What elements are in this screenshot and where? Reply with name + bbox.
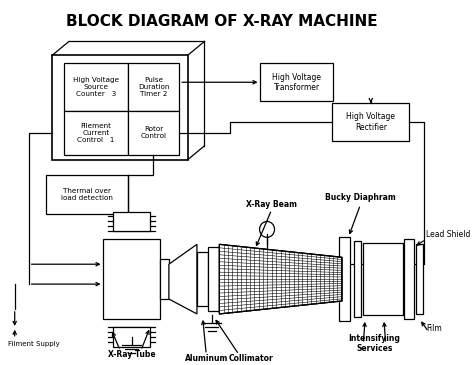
Text: Pulse
Duration
Timer 2: Pulse Duration Timer 2 [138, 77, 169, 97]
Text: Bucky Diaphram: Bucky Diaphram [325, 193, 396, 202]
Text: Filment Supply: Filment Supply [8, 341, 60, 347]
Text: Lead Shield: Lead Shield [426, 230, 470, 239]
Bar [354, 241, 361, 317]
Bar [64, 111, 128, 155]
Bar [128, 64, 179, 111]
Text: Collimator: Collimator [229, 354, 273, 363]
Bar [64, 64, 128, 111]
Bar [113, 211, 150, 231]
Text: Film: Film [426, 324, 442, 333]
Bar [197, 252, 208, 306]
Text: High Voltage
Rectifier: High Voltage Rectifier [346, 112, 395, 132]
Bar [363, 243, 402, 315]
Bar [261, 64, 333, 101]
Bar [46, 175, 128, 215]
Bar [416, 244, 423, 314]
Bar [128, 111, 179, 155]
Polygon shape [219, 244, 342, 314]
Text: X-Ray Tube: X-Ray Tube [108, 350, 155, 359]
Bar [113, 327, 150, 347]
Bar [103, 239, 160, 319]
Text: BLOCK DIAGRAM OF X-RAY MACHINE: BLOCK DIAGRAM OF X-RAY MACHINE [66, 14, 378, 28]
Polygon shape [169, 244, 197, 314]
Bar [339, 237, 350, 321]
Text: Filement
Current
Control   1: Filement Current Control 1 [77, 123, 115, 143]
Bar [332, 103, 409, 141]
Text: Rotor
Control: Rotor Control [140, 126, 166, 139]
Text: High Voltage
Source
Counter   3: High Voltage Source Counter 3 [73, 77, 119, 97]
Text: X-Ray Beam: X-Ray Beam [246, 200, 297, 209]
Bar [52, 55, 188, 160]
Text: Intensifying
Services: Intensifying Services [348, 334, 401, 353]
Bar [208, 247, 219, 311]
Text: High Voltage
Transformer: High Voltage Transformer [273, 73, 321, 92]
Text: Aluminum: Aluminum [184, 354, 228, 363]
Text: Thermal over
load detection: Thermal over load detection [61, 188, 113, 201]
Bar [404, 239, 414, 319]
Bar [160, 259, 169, 299]
